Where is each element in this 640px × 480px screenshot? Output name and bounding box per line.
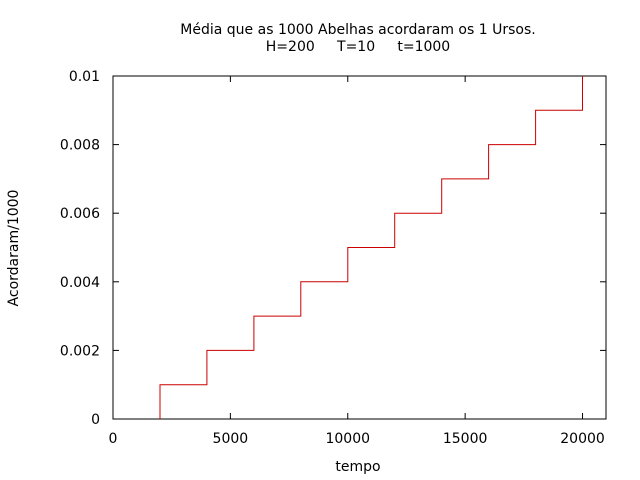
y-tick-label: 0.01 — [69, 69, 100, 85]
series-line — [159, 76, 583, 419]
x-axis-label: tempo — [335, 459, 380, 475]
y-tick-label: 0.004 — [60, 275, 100, 291]
x-tick-label: 15000 — [443, 431, 488, 447]
x-tick-label: 10000 — [325, 431, 370, 447]
y-axis-label: Acordaram/1000 — [6, 190, 22, 307]
x-tick-label: 20000 — [560, 431, 605, 447]
y-axis: 0 0.002 0.004 0.006 0.008 0.01 — [60, 69, 606, 428]
x-tick-label: 5000 — [213, 431, 249, 447]
plot-frame — [112, 75, 607, 420]
chart-title-line1: Média que as 1000 Abelhas acordaram os 1… — [180, 22, 535, 38]
x-axis: 0 5000 10000 15000 20000 — [109, 76, 605, 447]
y-tick-label: 0.002 — [60, 343, 100, 359]
y-tick-label: 0.008 — [60, 138, 100, 154]
chart-title-line2: H=200 T=10 t=1000 — [266, 39, 450, 55]
y-tick-label: 0 — [91, 412, 100, 428]
x-tick-label: 0 — [109, 431, 118, 447]
y-tick-label: 0.006 — [60, 206, 100, 222]
